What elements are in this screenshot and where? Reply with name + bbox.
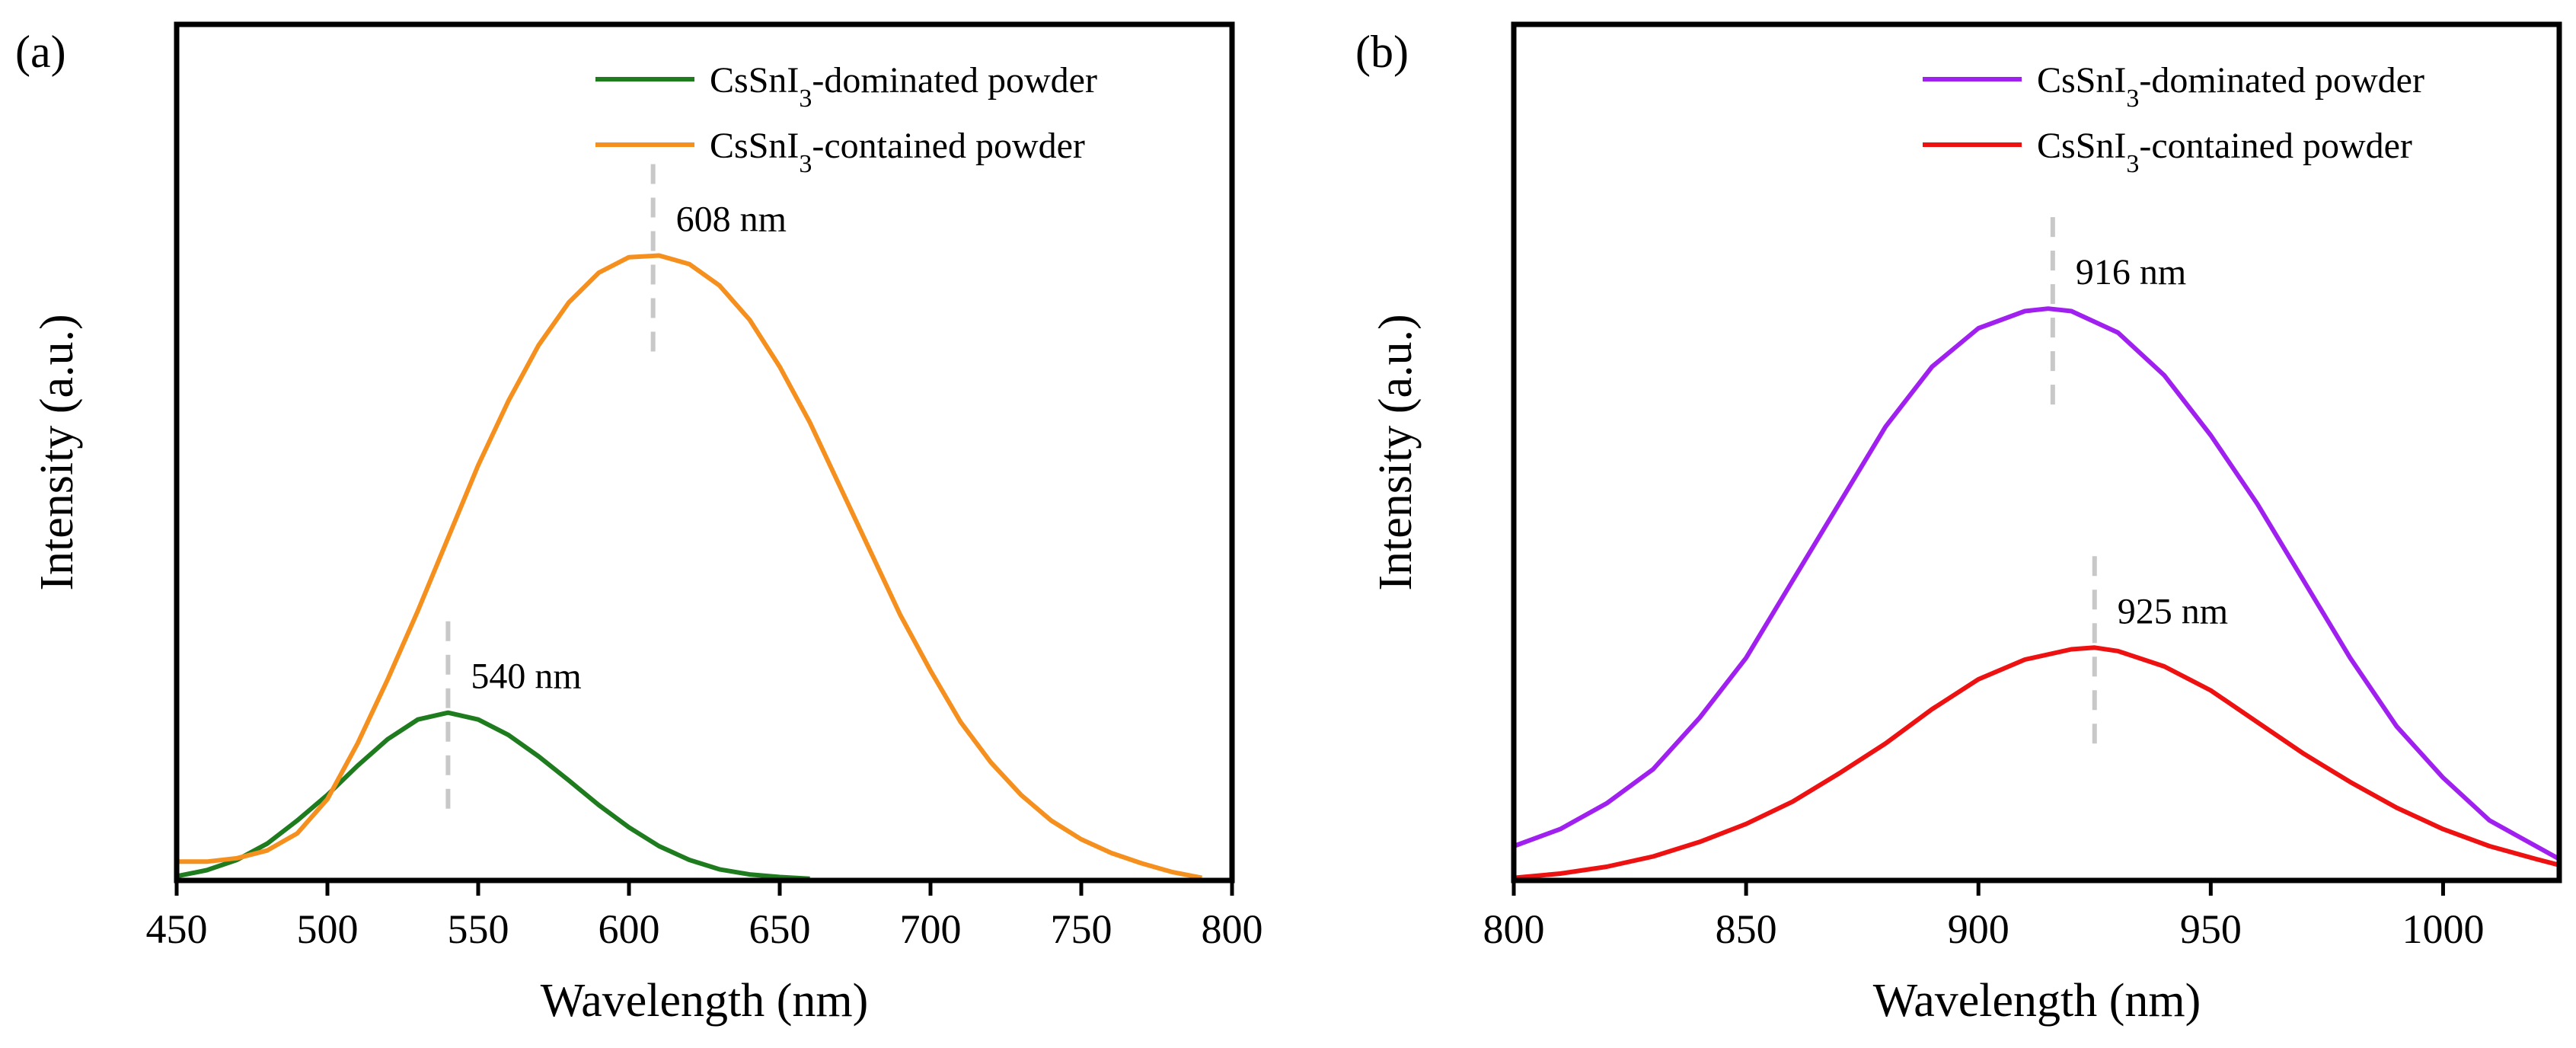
series-line-a-0 <box>176 710 810 881</box>
peak-label-b-1: 925 nm <box>2118 591 2228 631</box>
x-tick-label-a-800: 800 <box>1202 906 1263 952</box>
panel-a-legend: CsSnI3-dominated powder CsSnI3-contained… <box>595 60 1097 178</box>
panel-b-plot-frame <box>1511 21 2562 883</box>
panel-a-x-axis-title: Wavelength (nm) <box>541 975 869 1027</box>
panel-a-plot-frame <box>174 21 1235 883</box>
x-tick-label-b-850: 850 <box>1716 906 1777 952</box>
x-tick-label-a-600: 600 <box>599 906 660 952</box>
peak-label-a-0: 540 nm <box>471 657 581 697</box>
x-tick-label-b-1000: 1000 <box>2402 906 2484 952</box>
x-tick-label-a-750: 750 <box>1051 906 1112 952</box>
legend-label-b-contained: CsSnI3-contained powder <box>2037 126 2412 178</box>
panel-label-b: (b) <box>1355 27 1409 77</box>
legend-label-a-dominated: CsSnI3-dominated powder <box>710 60 1097 113</box>
panel-b-x-axis-title: Wavelength (nm) <box>1873 975 2201 1027</box>
panel-a: (a) 540 nm 608 nm 450 500 550 600 650 700 750 80… <box>15 21 1263 1027</box>
x-tick-label-a-550: 550 <box>448 906 509 952</box>
panel-a-x-ticks: 450 500 550 600 650 700 750 800 <box>146 880 1263 952</box>
panel-b: (b) 916 nm 925 nm 800 850 900 950 1000 Wavele… <box>1355 21 2562 1027</box>
panel-b-y-axis-title: Intensity (a.u.) <box>1370 314 1422 590</box>
panel-b-lines: 916 nm 925 nm <box>1512 217 2561 880</box>
x-tick-label-a-650: 650 <box>749 906 811 952</box>
x-tick-label-b-900: 900 <box>1948 906 2009 952</box>
peak-label-b-0: 916 nm <box>2076 252 2186 292</box>
legend-label-b-dominated: CsSnI3-dominated powder <box>2037 60 2424 113</box>
legend-label-a-contained: CsSnI3-contained powder <box>710 126 1085 178</box>
x-tick-label-a-700: 700 <box>900 906 962 952</box>
peak-label-a-1: 608 nm <box>676 199 787 239</box>
panel-label-a: (a) <box>15 27 66 77</box>
x-tick-label-a-450: 450 <box>146 906 208 952</box>
x-tick-label-a-500: 500 <box>297 906 359 952</box>
x-tick-label-b-800: 800 <box>1483 906 1545 952</box>
x-tick-label-b-950: 950 <box>2180 906 2242 952</box>
panel-a-y-axis-title: Intensity (a.u.) <box>31 314 83 590</box>
panel-b-legend: CsSnI3-dominated powder CsSnI3-contained… <box>1923 60 2424 178</box>
panel-a-lines: 540 nm 608 nm <box>176 164 1202 881</box>
panel-b-x-ticks: 800 850 900 950 1000 <box>1483 880 2484 952</box>
series-line-a-1 <box>177 253 1202 880</box>
series-line-b-1 <box>1513 645 2560 880</box>
series-line-b-0 <box>1512 306 2561 861</box>
